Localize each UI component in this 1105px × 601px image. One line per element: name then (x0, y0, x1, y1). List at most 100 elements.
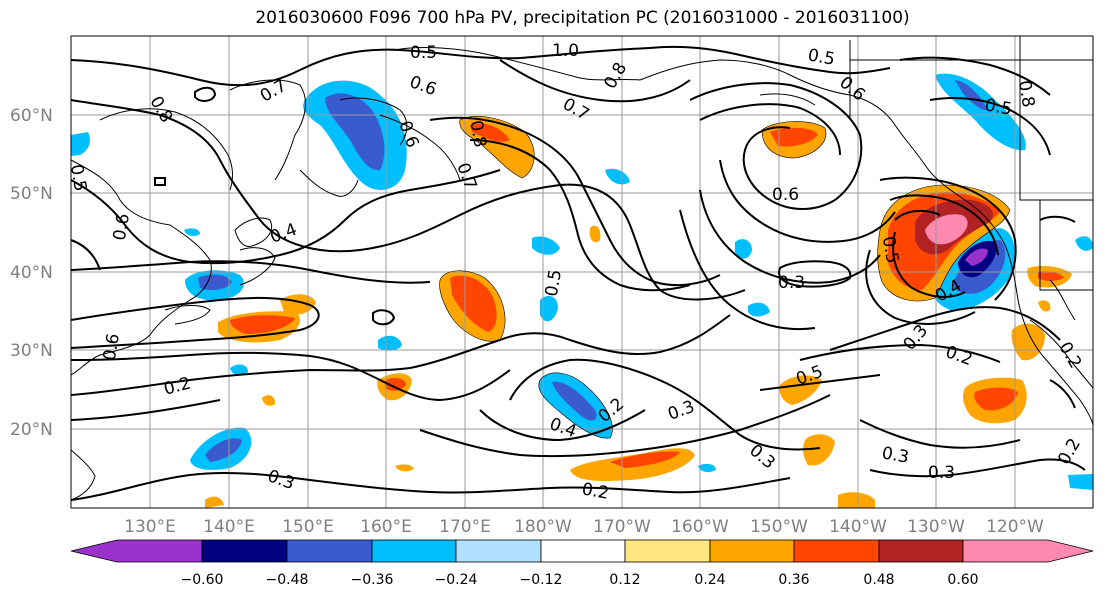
pos-anomaly-core (610, 451, 680, 468)
contour-label: 0.5 (66, 163, 90, 193)
colorbar-tick-label: −0.60 (181, 572, 224, 588)
neg-anomaly-region (230, 364, 248, 376)
contour-label: 0.3 (880, 443, 910, 467)
colorbar-segment (540, 539, 626, 563)
colorbar-segment (709, 539, 795, 563)
longitude-labels: 130°E 140°E 150°E 160°E 170°E 180°W 170°… (124, 517, 1044, 537)
colorbar-segment (878, 539, 964, 563)
neg-anomaly-core (205, 438, 242, 462)
pos-anomaly-region (262, 395, 276, 406)
contour-label: 0.3 (778, 273, 805, 293)
colorbar-tick-label: 0.24 (694, 572, 725, 588)
lon-label: 150°W (750, 517, 808, 537)
contour-label: 0.5 (983, 95, 1013, 119)
contour-label: 0.2 (580, 479, 610, 503)
gridlines (71, 36, 1093, 508)
colorbar-ticks: −0.60 −0.48 −0.36 −0.24 −0.12 0.12 0.24 … (181, 572, 979, 588)
neg-anomaly-region (378, 335, 402, 351)
neg-anomaly-region (532, 236, 560, 255)
latitude-labels: 60°N 50°N 40°N 30°N 20°N (10, 106, 53, 440)
neg-anomaly-region (748, 302, 770, 317)
lon-label: 170°E (439, 517, 491, 537)
colorbar-tick-label: −0.48 (266, 572, 309, 588)
neg-anomaly-region (605, 168, 630, 185)
neg-anomaly-region (71, 132, 90, 156)
pos-anomaly-core (450, 275, 497, 332)
pos-anomaly-region (1011, 323, 1045, 361)
shade-outlines (439, 116, 1011, 439)
pos-anomaly-region (803, 434, 835, 466)
colorbar: −0.60 −0.48 −0.36 −0.24 −0.12 0.12 0.24 … (70, 539, 1094, 588)
contour-label: 1.0 (552, 41, 579, 61)
lon-label: 160°E (360, 517, 412, 537)
contour-label: 0.5 (806, 45, 836, 69)
neg-anomaly-region (735, 239, 752, 259)
coastlines (71, 36, 1093, 501)
neg-anomaly-core (552, 381, 597, 421)
colorbar-segment (962, 539, 1094, 563)
lat-label: 20°N (10, 420, 53, 440)
colorbar-segment (286, 539, 373, 563)
pos-anomaly-region (1038, 300, 1051, 312)
lat-label: 50°N (10, 184, 53, 204)
contour-label: 0.6 (772, 185, 799, 205)
lat-label: 60°N (10, 106, 53, 126)
colorbar-tick-label: 0.12 (609, 572, 640, 588)
lon-label: 170°W (593, 517, 651, 537)
colorbar-tick-label: 0.36 (778, 572, 809, 588)
pos-anomaly-core (974, 387, 1018, 411)
contour-label: 0.6 (100, 332, 124, 362)
neg-anomaly-region (698, 463, 716, 473)
pos-anomaly-region (589, 225, 601, 243)
colorbar-tick-label: 0.48 (863, 572, 894, 588)
lon-label: 140°W (829, 517, 887, 537)
lat-label: 30°N (10, 341, 53, 361)
map-title: 2016030600 F096 700 hPa PV, precipitatio… (255, 8, 910, 28)
pv-contours (71, 45, 1086, 501)
colorbar-segment (793, 539, 880, 563)
colorbar-tick-label: −0.36 (351, 572, 394, 588)
contour-label: 0.6 (110, 212, 134, 242)
colorbar-segment (70, 539, 203, 563)
contour-label: 0.5 (542, 268, 566, 298)
neg-anomaly-core (965, 248, 988, 266)
colorbar-segment (624, 539, 711, 563)
neg-anomaly-core (198, 274, 232, 290)
pos-anomaly-region (205, 496, 224, 508)
colorbar-tick-label: 0.60 (947, 572, 978, 588)
contour-label: 0.8 (1014, 79, 1038, 109)
neg-anomaly-core (325, 93, 385, 171)
contour-label: 0.5 (878, 235, 902, 265)
pos-anomaly-core (470, 123, 510, 142)
neg-anomaly-region (1068, 474, 1093, 490)
neg-anomaly-region (540, 295, 558, 322)
contour-label: 0.3 (928, 463, 955, 483)
pos-anomaly-core (1038, 271, 1064, 281)
neg-anomaly-region (184, 228, 200, 237)
neg-anomaly-region (1075, 236, 1093, 251)
pos-anomaly-core (230, 315, 295, 334)
lon-label: 140°E (203, 517, 255, 537)
lon-label: 180°W (514, 517, 572, 537)
pos-anomaly-region (395, 464, 414, 472)
plot-frame (70, 35, 1094, 509)
neg-anomaly-region (935, 73, 1026, 151)
colorbar-tick-label: −0.24 (435, 572, 478, 588)
colorbar-segment (455, 539, 542, 563)
colorbar-segment (371, 539, 457, 563)
lon-label: 130°E (124, 517, 176, 537)
pos-anomaly-core (385, 377, 406, 391)
lon-label: 120°W (986, 517, 1044, 537)
contour-label: 0.5 (410, 43, 437, 63)
lat-label: 40°N (10, 263, 53, 283)
pos-anomaly-core (770, 127, 818, 147)
lon-label: 130°W (907, 517, 965, 537)
lon-label: 160°W (671, 517, 729, 537)
colorbar-segment (201, 539, 288, 563)
neg-anomaly-core (955, 80, 988, 111)
colorbar-tick-label: −0.12 (520, 572, 563, 588)
contour-label: 0.8 (465, 119, 489, 149)
lon-label: 150°E (282, 517, 334, 537)
pos-anomaly-region (838, 492, 875, 508)
